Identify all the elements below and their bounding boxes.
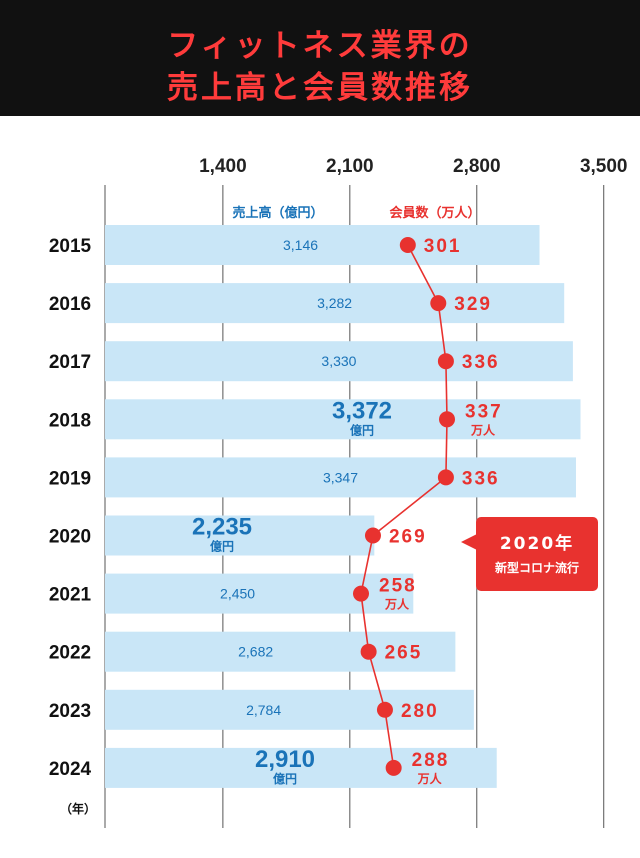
members-point — [430, 295, 447, 312]
year-label: 2016 — [49, 294, 91, 315]
members-point — [399, 237, 416, 253]
members-unit-label: 万人 — [470, 422, 496, 437]
x-tick-label: 3,500 — [580, 156, 628, 177]
members-value-label: 280 — [401, 701, 439, 722]
year-axis-label: （年） — [60, 801, 96, 816]
members-point — [360, 643, 377, 660]
revenue-bar — [105, 631, 456, 672]
members-point — [437, 353, 454, 370]
members-value-label: 265 — [385, 643, 423, 664]
revenue-bar — [105, 399, 581, 440]
members-value-label: 269 — [389, 527, 427, 548]
revenue-unit-label: 億円 — [350, 422, 374, 437]
year-label: 2018 — [49, 410, 91, 431]
year-label: 2023 — [49, 701, 91, 722]
members-unit-label: 万人 — [417, 771, 443, 786]
revenue-value-label: 3,282 — [317, 295, 352, 311]
members-line — [360, 244, 448, 769]
members-point — [376, 701, 393, 718]
covid-callout: 2020年 新型コロナ流行 — [476, 517, 598, 591]
revenue-bar — [105, 283, 565, 324]
revenue-value-label: 3,372 — [332, 397, 392, 424]
members-value-label: 329 — [454, 294, 492, 315]
revenue-value-label: 3,330 — [321, 353, 356, 369]
callout-subtitle: 新型コロナ流行 — [494, 561, 579, 575]
members-point — [439, 411, 455, 428]
year-label: 2017 — [49, 352, 91, 373]
members-point — [385, 759, 402, 776]
year-label: 2015 — [49, 236, 92, 257]
revenue-value-label: 2,450 — [220, 586, 255, 602]
legend-revenue: 売上高（億円） — [232, 205, 323, 221]
legend-members: 会員数（万人） — [389, 205, 480, 221]
members-value-label: 288 — [412, 750, 450, 771]
year-label: 2020 — [49, 527, 91, 548]
revenue-bar — [105, 341, 573, 382]
x-tick-label: 2,800 — [453, 156, 501, 177]
callout-title: 2020年 — [499, 534, 575, 554]
revenue-unit-label: 億円 — [210, 539, 234, 554]
revenue-unit-label: 億円 — [273, 771, 297, 786]
revenue-bar — [105, 225, 540, 265]
members-value-label: 258 — [379, 576, 417, 597]
members-value-label: 336 — [462, 468, 500, 489]
year-label: 2021 — [49, 585, 92, 606]
revenue-value-label: 2,784 — [246, 702, 281, 718]
members-unit-label: 万人 — [384, 597, 410, 612]
members-value-label: 301 — [424, 236, 462, 257]
year-label: 2019 — [49, 468, 91, 489]
revenue-bar — [105, 689, 474, 730]
year-label: 2024 — [49, 759, 92, 780]
revenue-value-label: 2,682 — [238, 644, 273, 660]
members-value-label: 336 — [462, 352, 500, 373]
members-point — [353, 585, 369, 602]
chart-title-line2: 売上高と会員数推移 — [167, 70, 473, 106]
title-banner: フィットネス業界の 売上高と会員数推移 — [0, 0, 640, 116]
members-point — [437, 469, 454, 486]
revenue-value-label: 3,347 — [323, 469, 358, 485]
revenue-bar — [105, 747, 497, 788]
x-tick-label: 2,100 — [326, 156, 374, 177]
members-point — [364, 527, 381, 544]
year-label: 2022 — [49, 643, 91, 664]
callout-pointer — [461, 534, 477, 550]
x-tick-label: 1,400 — [199, 156, 247, 177]
revenue-bar — [105, 515, 375, 556]
revenue-value-label: 3,146 — [283, 237, 318, 253]
revenue-value-label: 2,910 — [255, 746, 315, 773]
chart-title-line1: フィットネス業界の — [167, 28, 473, 64]
revenue-bar — [105, 457, 576, 498]
members-value-label: 337 — [465, 401, 503, 422]
revenue-value-label: 2,235 — [192, 514, 252, 541]
